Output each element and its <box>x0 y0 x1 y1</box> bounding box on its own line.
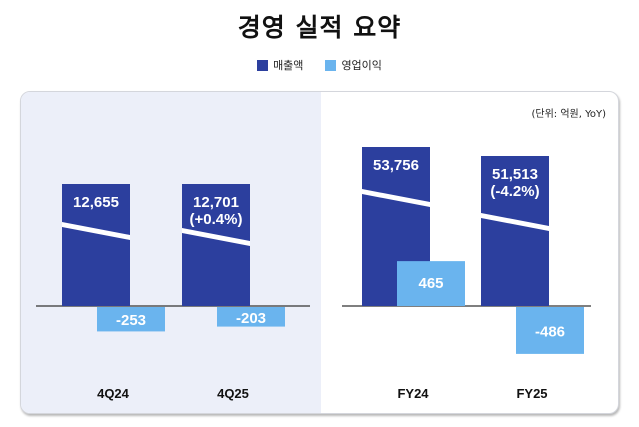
chart-card: (단위: 억원, YoY) 12,655 -253 4Q24 12,701 (+0.4%… <box>20 91 619 414</box>
category-label: 4Q25 <box>217 386 249 401</box>
operating-profit-bar <box>397 261 465 306</box>
unit-note: (단위: 억원, YoY) <box>531 109 606 120</box>
legend-label-operating-profit: 영업이익 <box>341 59 382 72</box>
revenue-value-label: 12,701 <box>193 194 239 211</box>
revenue-bar <box>182 184 250 306</box>
axis-break-mark <box>182 228 250 246</box>
legend-swatch-revenue <box>257 59 269 71</box>
revenue-bar <box>481 156 549 306</box>
operating-profit-value-label: -486 <box>535 323 565 340</box>
legend-item-revenue: 매출액 <box>257 57 303 73</box>
page-title: 경영 실적 요약 <box>237 13 402 42</box>
chart-svg: 12,655 -253 4Q24 12,701(+0.4%) -203 4Q25 53,75… <box>36 147 591 401</box>
operating-profit-value-label: -203 <box>236 310 266 327</box>
revenue-value-label: 53,756 <box>373 157 419 174</box>
category-label: 4Q24 <box>97 386 130 401</box>
operating-profit-bar <box>516 307 584 354</box>
revenue-bar <box>62 184 130 306</box>
legend-item-operating-profit: 영업이익 <box>325 57 382 73</box>
axis-break-mark <box>62 222 130 240</box>
legend-swatch-operating-profit <box>325 59 337 71</box>
revenue-value-label: 12,655 <box>73 194 119 211</box>
operating-profit-value-label: -253 <box>116 312 146 329</box>
axis-break-mark <box>362 189 430 207</box>
operating-profit-value-label: 465 <box>418 275 443 292</box>
revenue-yoy-label: (+0.4%) <box>190 211 243 228</box>
category-label: FY25 <box>516 386 547 401</box>
axis-break-mark <box>481 213 549 231</box>
category-label: FY24 <box>397 386 429 401</box>
revenue-yoy-label: (-4.2%) <box>490 183 539 200</box>
revenue-value-label: 51,513 <box>492 166 538 183</box>
legend: 매출액 영업이익 <box>0 57 639 73</box>
operating-profit-bar <box>217 307 285 327</box>
operating-profit-bar <box>97 307 165 332</box>
legend-label-revenue: 매출액 <box>273 59 304 72</box>
